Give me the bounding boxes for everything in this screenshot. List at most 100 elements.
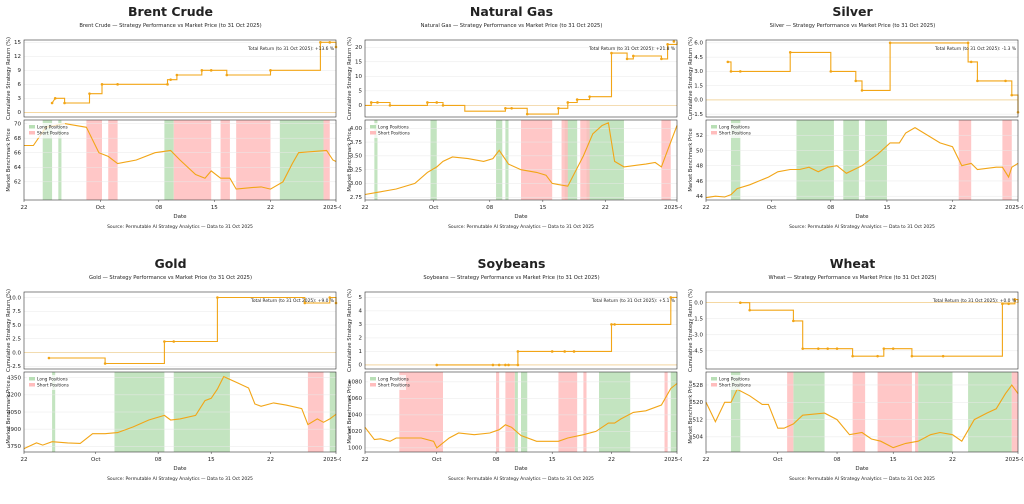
total-return-label: Total Return (to 31 Oct 2025): +0.0 %: [932, 298, 1016, 304]
return-point: [891, 347, 895, 350]
legend-long-swatch: [370, 125, 376, 129]
x-tick-label: 2025-Oct: [323, 457, 341, 463]
top-y-tick-label: -1.5: [692, 317, 703, 323]
legend-short-swatch: [29, 131, 35, 135]
short-position-band: [877, 372, 912, 452]
x-tick-label: 15: [883, 205, 890, 211]
short-position-band: [852, 372, 866, 452]
top-y-tick-label: -2.5: [10, 364, 21, 370]
x-tick-label: 22: [703, 205, 710, 211]
top-y-tick-label: 5.0: [12, 323, 21, 329]
bottom-plot-frame: [705, 119, 1019, 201]
return-point: [100, 83, 104, 86]
return-point: [672, 40, 676, 43]
return-point: [888, 41, 892, 45]
top-y-tick-label: 10: [355, 74, 362, 80]
source-footer: Source: Permutable AI Strategy Analytics…: [789, 224, 935, 230]
x-tick-label: 08: [155, 457, 162, 463]
bottom-y-tick-label: 1020: [348, 429, 362, 435]
x-tick-label: 22: [602, 205, 609, 211]
short-position-band: [580, 120, 590, 200]
short-position-band: [399, 372, 443, 452]
x-axis-label: Date: [173, 466, 187, 472]
x-axis-label: Date: [514, 466, 528, 472]
source-footer: Source: Permutable AI Strategy Analytics…: [448, 476, 594, 482]
top-plot-frame: [364, 39, 678, 118]
return-point: [1010, 93, 1014, 97]
return-point: [788, 51, 792, 54]
chart-subtitle: Brent Crude — Strategy Performance vs Ma…: [79, 23, 261, 29]
return-point: [1013, 298, 1017, 301]
long-position-band: [843, 120, 859, 200]
return-point: [225, 73, 229, 77]
return-point: [860, 89, 864, 92]
bottom-y-tick-label: 70: [14, 121, 21, 127]
top-y-tick-label: 6: [18, 82, 22, 88]
short-position-band: [915, 372, 919, 452]
return-subplot: -4.5 -3.0 -1.5 0.0 Total Return (to 31 Oct 2…: [688, 289, 1019, 372]
legend-background: [27, 375, 65, 390]
return-point: [748, 308, 751, 312]
return-point: [1004, 79, 1007, 83]
bottom-y-tick-label: 68: [14, 136, 21, 142]
return-point: [835, 347, 839, 350]
total-return-label: Total Return (to 31 Oct 2025): -1.3 %: [934, 46, 1016, 52]
chart-svg: Brent Crude Brent Crude — Strategy Perfor…: [6, 4, 341, 230]
top-y-axis-label: Cumulative Strategy Return (%): [6, 289, 12, 372]
price-line: [705, 126, 1019, 199]
top-y-tick-label: 1.5: [694, 83, 703, 89]
return-point: [613, 323, 616, 326]
price-line: [23, 375, 337, 450]
total-return-label: Total Return (to 31 Oct 2025): +5.1 %: [591, 298, 675, 304]
legend-short-swatch: [370, 383, 376, 387]
x-tick-label: Oct: [773, 457, 783, 463]
legend-short-swatch: [370, 131, 376, 135]
panel-gold: Gold Gold — Strategy Performance vs Marke…: [0, 252, 341, 504]
return-subplot: 0 5 10 15 20 Total Return (to 31 Oct 2025): +…: [347, 37, 678, 120]
bottom-y-tick-label: 3750: [7, 444, 21, 450]
return-point: [50, 101, 54, 105]
return-point: [369, 101, 373, 104]
panel-brent-crude: Brent Crude Brent Crude — Strategy Perfor…: [0, 0, 341, 252]
x-tick-label: 2025-Oct: [323, 205, 341, 211]
return-point: [851, 354, 854, 358]
return-line: [727, 42, 1019, 113]
return-subplot: 0 3 6 9 12 15 Total Return (to 31 Oct 2025): +…: [6, 37, 338, 120]
top-y-tick-label: 0: [18, 110, 22, 116]
return-point: [507, 363, 510, 367]
x-tick-label: 22: [21, 457, 28, 463]
bottom-y-tick-label: 1000: [348, 446, 362, 452]
return-point: [510, 106, 513, 110]
bottom-y-tick-label: 528: [693, 383, 704, 389]
chart-title: Brent Crude: [128, 4, 213, 19]
bottom-y-tick-label: 4050: [7, 410, 21, 416]
long-position-band: [670, 372, 677, 452]
x-tick-label: 22: [267, 457, 274, 463]
long-position-band: [521, 372, 528, 452]
x-tick-label: 15: [211, 205, 218, 211]
bottom-y-axis-label: Market Benchmark Price: [6, 128, 12, 191]
return-point: [669, 296, 673, 299]
bottom-y-axis-label: Market Benchmark Price: [347, 128, 353, 191]
return-point: [572, 350, 576, 353]
legend-short-label: Short Positions: [378, 130, 411, 136]
bottom-y-tick-label: 1080: [348, 380, 362, 386]
x-tick-label: 22: [21, 205, 28, 211]
x-tick-label: 22: [362, 457, 369, 463]
short-position-band: [558, 372, 578, 452]
return-point: [163, 340, 166, 343]
short-position-band: [505, 372, 515, 452]
return-point: [491, 363, 495, 367]
top-y-tick-label: 15: [355, 60, 362, 66]
return-point: [328, 296, 332, 299]
top-y-tick-label: 4.5: [694, 55, 703, 61]
top-y-axis-label: Cumulative Strategy Return (%): [6, 37, 12, 120]
legend-long-swatch: [711, 377, 717, 381]
bottom-y-tick-label: 520: [693, 400, 704, 406]
x-axis-label: Date: [855, 466, 869, 472]
bottom-plot-frame: [364, 371, 678, 453]
chart-title: Silver: [832, 4, 873, 19]
x-tick-label: 2025-Oct: [1005, 457, 1023, 463]
